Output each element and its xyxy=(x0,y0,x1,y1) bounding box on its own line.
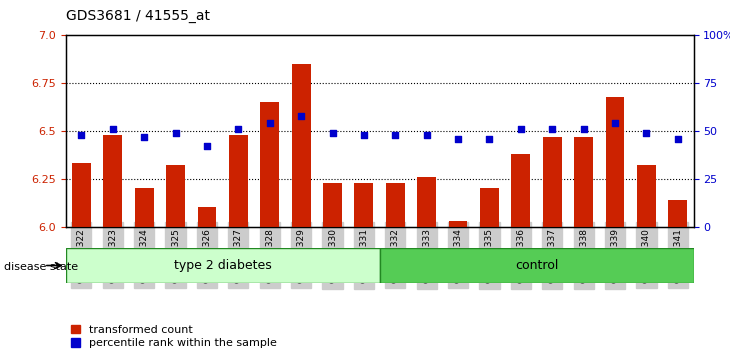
Bar xyxy=(512,154,530,227)
Point xyxy=(390,132,402,138)
Text: disease state: disease state xyxy=(4,262,78,272)
Point xyxy=(578,126,590,132)
Point xyxy=(326,130,338,136)
Bar xyxy=(229,135,247,227)
Point xyxy=(107,126,119,132)
Point xyxy=(421,132,433,138)
Bar xyxy=(386,183,404,227)
Bar xyxy=(323,183,342,227)
Bar xyxy=(575,137,593,227)
Text: GDS3681 / 41555_at: GDS3681 / 41555_at xyxy=(66,9,210,23)
Point xyxy=(484,136,496,142)
Point xyxy=(546,126,558,132)
Point xyxy=(264,120,276,126)
Bar xyxy=(66,248,380,283)
Point xyxy=(641,130,653,136)
Point xyxy=(169,130,181,136)
Point xyxy=(139,134,150,139)
Bar xyxy=(418,177,436,227)
Bar xyxy=(292,64,310,227)
Point xyxy=(515,126,527,132)
Bar xyxy=(380,248,694,283)
Text: type 2 diabetes: type 2 diabetes xyxy=(174,259,272,272)
Text: control: control xyxy=(515,259,558,272)
Bar xyxy=(355,183,373,227)
Bar xyxy=(166,165,185,227)
Point xyxy=(201,143,213,149)
Bar xyxy=(480,188,499,227)
Point xyxy=(609,120,620,126)
Bar xyxy=(135,188,153,227)
Bar xyxy=(637,165,656,227)
Bar xyxy=(72,164,91,227)
Point xyxy=(232,126,244,132)
Bar xyxy=(261,102,279,227)
Bar xyxy=(543,137,561,227)
Bar xyxy=(449,221,467,227)
Bar xyxy=(669,200,687,227)
Bar xyxy=(104,135,122,227)
Point xyxy=(672,136,683,142)
Point xyxy=(295,113,307,119)
Point xyxy=(76,132,88,138)
Point xyxy=(453,136,464,142)
Bar xyxy=(606,97,624,227)
Bar xyxy=(198,207,216,227)
Legend: transformed count, percentile rank within the sample: transformed count, percentile rank withi… xyxy=(72,325,277,348)
Point xyxy=(358,132,369,138)
